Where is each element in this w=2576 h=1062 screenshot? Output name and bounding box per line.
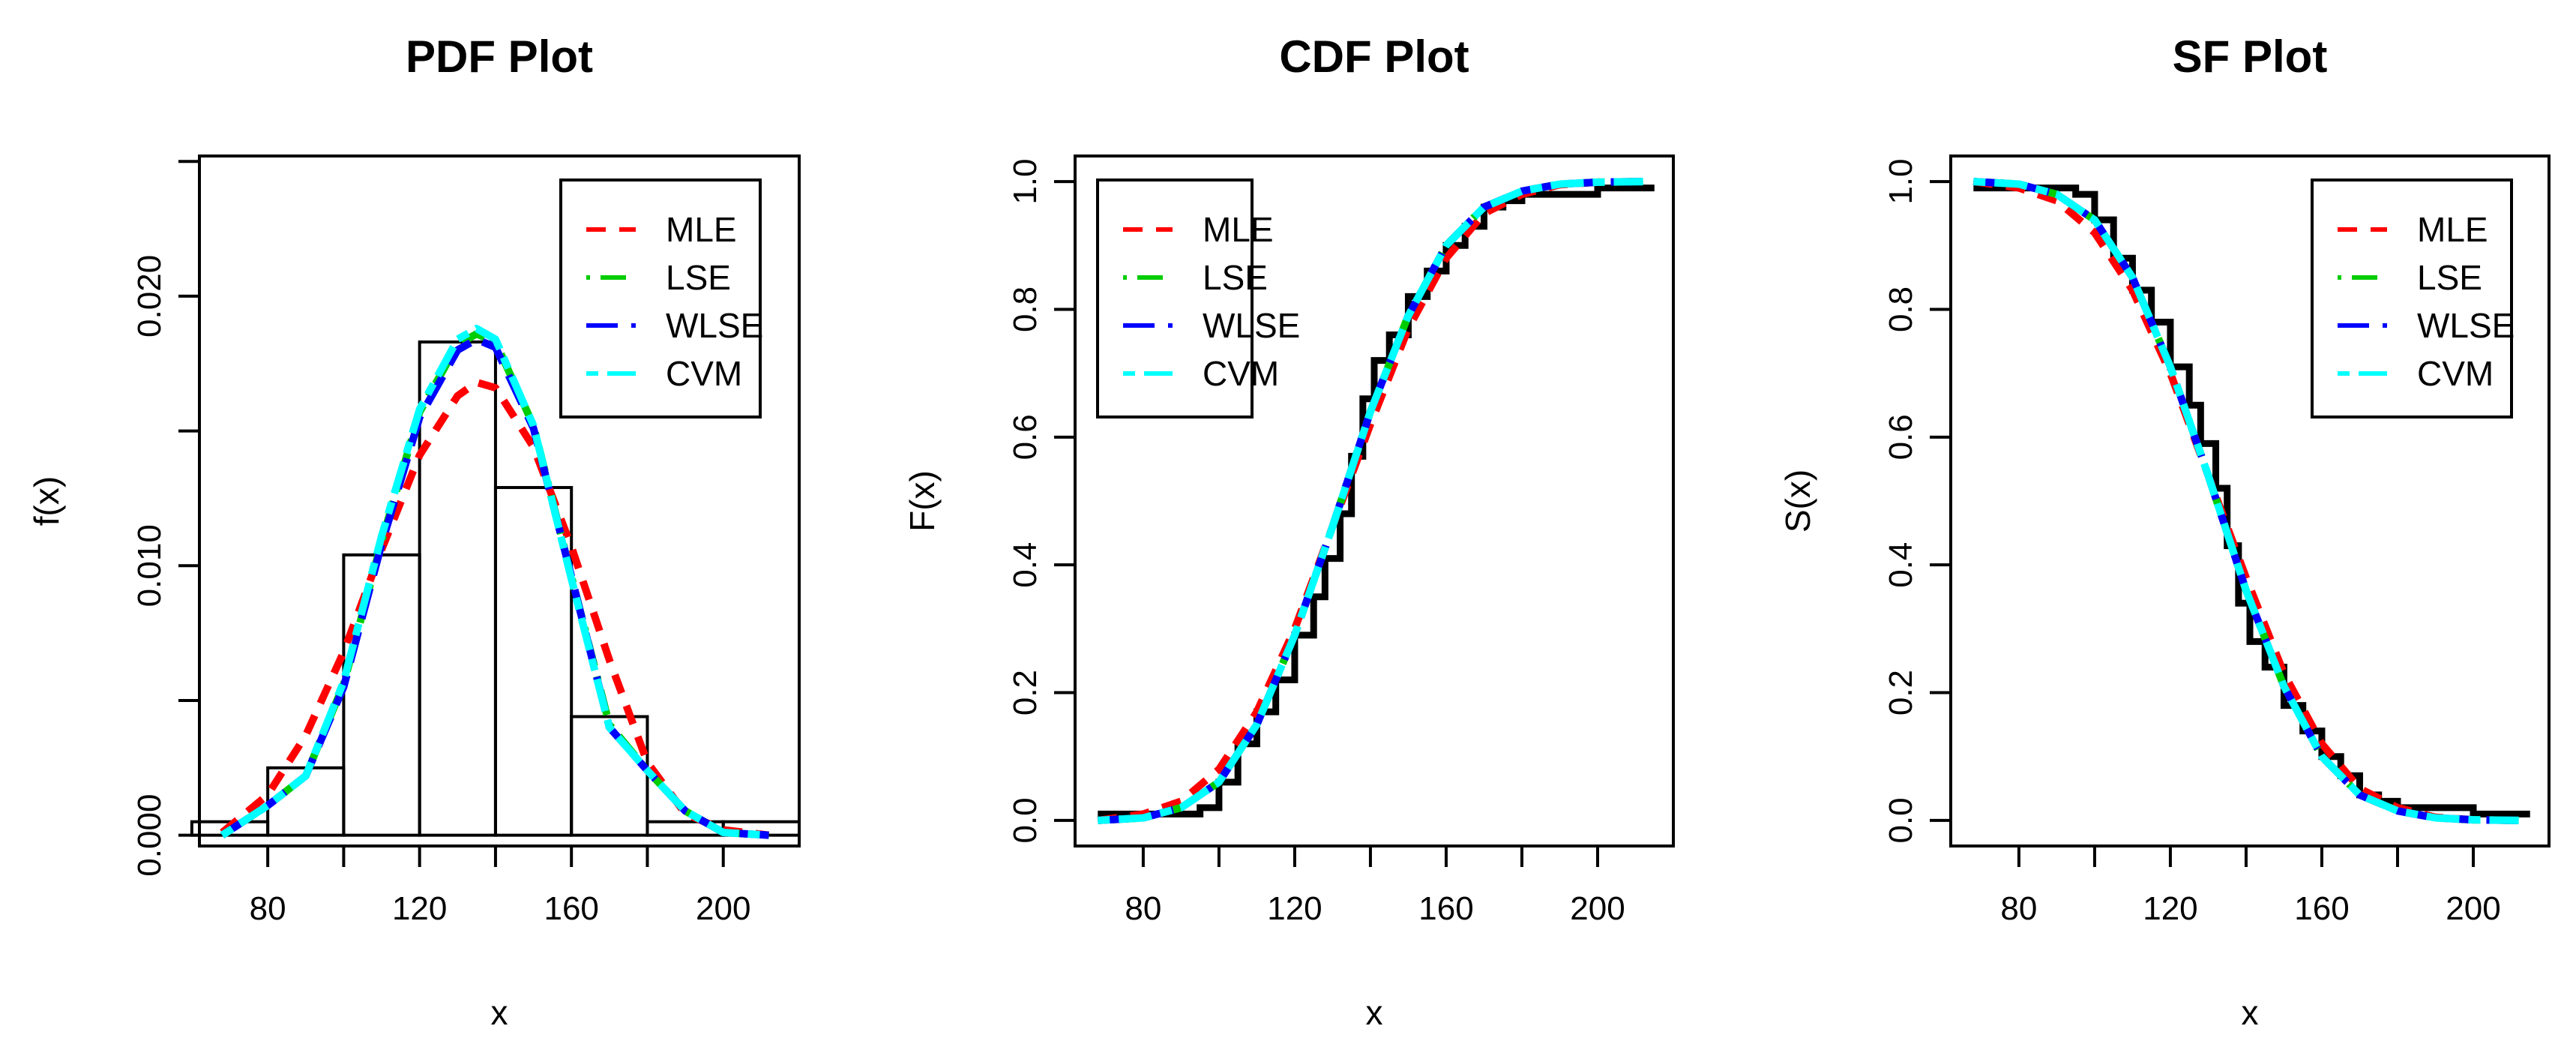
- x-tick-label: 200: [2446, 890, 2500, 927]
- series-line-cvm: [220, 325, 769, 839]
- legend-label-mle: MLE: [666, 210, 737, 249]
- x-tick-label: 200: [696, 890, 750, 927]
- plot-frame: [1074, 154, 1675, 848]
- y-tick-label: 0.8: [1007, 286, 1044, 332]
- y-tick-label: 1.0: [1883, 158, 1919, 204]
- plot-title: CDF Plot: [1279, 32, 1469, 82]
- legend-label-cvm: CVM: [1203, 354, 1279, 393]
- legend-label-lse: LSE: [666, 258, 731, 297]
- legend-label-cvm: CVM: [666, 354, 742, 393]
- x-tick-label: 160: [2294, 890, 2349, 927]
- y-tick-label: 0.4: [1007, 542, 1044, 588]
- y-tick-label: 0.2: [1883, 670, 1919, 716]
- x-tick-label: 200: [1570, 890, 1625, 927]
- legend-box: [1096, 178, 1254, 418]
- y-axis-label: f(x): [27, 476, 66, 526]
- x-tick-label: 120: [2143, 890, 2197, 927]
- x-tick-label: 160: [544, 890, 598, 927]
- x-tick-label: 80: [2000, 890, 2037, 927]
- histogram-bar: [570, 715, 649, 837]
- y-tick-label: 0.6: [1883, 414, 1919, 460]
- plot-title: SF Plot: [2173, 32, 2328, 82]
- legend-label-lse: LSE: [1203, 258, 1268, 297]
- y-tick-label: 0.8: [1883, 286, 1919, 332]
- histogram-bar: [342, 553, 421, 837]
- x-tick-label: 80: [250, 890, 286, 927]
- legend-label-wlse: WLSE: [1203, 306, 1300, 345]
- legend-box: [2311, 178, 2513, 418]
- x-axis-label: x: [491, 993, 508, 1032]
- x-axis-label: x: [2242, 993, 2259, 1032]
- y-axis-label: F(x): [903, 470, 942, 532]
- histogram-bar: [418, 340, 497, 837]
- series-line-cvm: [1973, 178, 2519, 824]
- plot-frame: [198, 154, 801, 848]
- series-line-cvm: [1098, 178, 1643, 824]
- y-tick-label: 0.020: [131, 255, 168, 338]
- legend-label-mle: MLE: [1203, 210, 1274, 249]
- legend-label-mle: MLE: [2417, 210, 2488, 249]
- cdf-plot-panel: CDF Plot 80 120 160 200 0.0 0.2 0.4 0.6 0.8 1.0 x F(…: [903, 32, 1675, 1032]
- series-line-mle: [1972, 178, 2519, 824]
- series-line-mle: [220, 378, 770, 839]
- sf-plot-panel: SF Plot 80 120 160 200 0.0 0.2 0.4 0.6 0.8 1.0 x S(x…: [1778, 32, 2551, 1032]
- x-tick-label: 120: [392, 890, 447, 927]
- pdf-plot-panel: PDF Plot 80 120 160 200 0.000 0.010 0.020 x f(x) M…: [27, 32, 801, 1032]
- legend-label-wlse: WLSE: [666, 306, 763, 345]
- y-tick-label: 0.0: [1883, 797, 1919, 843]
- y-axis-label: S(x): [1778, 470, 1817, 532]
- legend-label-cvm: CVM: [2417, 354, 2494, 393]
- y-tick-label: 1.0: [1007, 158, 1044, 204]
- x-axis-label: x: [1366, 993, 1383, 1032]
- y-tick-label: 0.0: [1007, 797, 1044, 843]
- y-tick-label: 0.000: [131, 794, 168, 877]
- legend-box: [559, 178, 762, 418]
- histogram-bar: [493, 486, 574, 837]
- plot-frame: [1949, 154, 2551, 848]
- legend-label-lse: LSE: [2417, 258, 2482, 297]
- y-tick-label: 0.6: [1007, 414, 1044, 460]
- x-tick-label: 120: [1267, 890, 1322, 927]
- y-tick-label: 0.2: [1007, 670, 1044, 716]
- y-tick-label: 0.010: [131, 524, 168, 607]
- x-tick-label: 160: [1418, 890, 1473, 927]
- x-tick-label: 80: [1125, 890, 1161, 927]
- legend-label-wlse: WLSE: [2417, 306, 2515, 345]
- plot-title: PDF Plot: [406, 32, 593, 82]
- y-tick-label: 0.4: [1883, 542, 1919, 588]
- series-line-mle: [1097, 178, 1643, 824]
